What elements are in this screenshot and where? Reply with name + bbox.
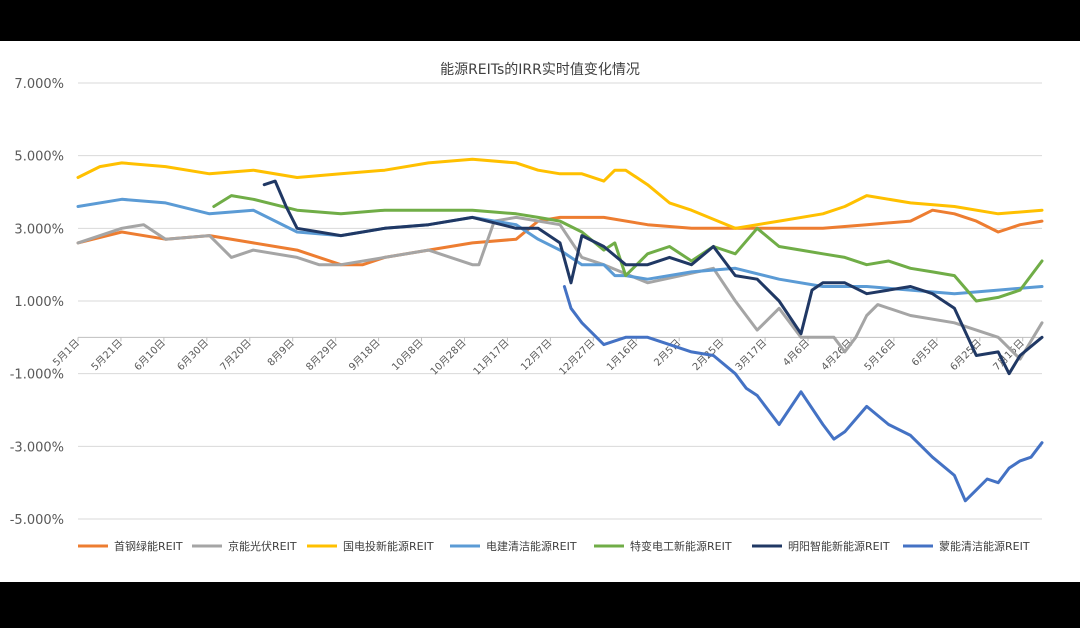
legend-label: 蒙能清洁能源REIT [939,539,1030,553]
y-tick-label: -5.000% [10,513,64,528]
legend-label: 明阳智能新能源REIT [788,539,890,553]
series-line [76,208,1044,267]
y-tick-label: 3.000% [14,222,64,237]
y-tick-label: -1.000% [10,368,64,383]
series-line [262,179,1044,376]
y-tick-label: 5.000% [14,150,64,165]
y-tick-label: 1.000% [14,295,64,310]
legend-label: 国电投新能源REIT [343,539,434,553]
x-tick-label: 10月28日 [428,337,469,378]
x-tick-label: 6月5日 [909,337,941,369]
series-line [212,194,1044,303]
y-tick-label: -3.000% [10,440,64,455]
y-axis-ticks: 7.000% 5.000% 3.000% 1.000% -1.000% -3.000% -5… [10,77,64,528]
x-tick-label: 8月29日 [304,337,340,373]
legend-label: 电建清洁能源REIT [486,539,577,553]
x-tick-label: 11月17日 [471,337,512,378]
x-tick-label: 5月1日 [50,337,82,369]
series-line [76,157,1044,230]
x-tick-label: 12月7日 [518,337,554,373]
x-tick-label: 6月30日 [175,337,211,373]
series-lines [76,157,1044,503]
y-tick-label: 7.000% [14,77,64,92]
chart-panel: 能源REITs的IRR实时值变化情况 7.000% 5.000% 3.000% 1.0… [0,41,1080,582]
x-tick-label: 12月27日 [557,337,598,378]
gridlines [78,82,1042,520]
x-tick-label: 5月16日 [862,337,898,373]
x-tick-label: 3月17日 [733,337,769,373]
x-tick-label: 10月8日 [390,337,426,373]
legend-label: 京能光伏REIT [228,539,297,553]
x-tick-label: 6月10日 [132,337,168,373]
x-tick-label: 4月6日 [781,337,813,369]
legend: 首钢绿能REIT 京能光伏REIT 国电投新能源REIT 电建清洁能源REIT 特变电工… [78,539,1030,553]
series-line [562,285,1044,503]
legend-label: 首钢绿能REIT [114,539,183,553]
series-line [76,215,1044,361]
line-chart: 能源REITs的IRR实时值变化情况 7.000% 5.000% 3.000% 1.0… [10,62,1044,553]
legend-label: 特变电工新能源REIT [630,539,732,553]
x-tick-label: 5月21日 [89,337,125,373]
chart-title: 能源REITs的IRR实时值变化情况 [440,62,640,78]
x-tick-label: 8月9日 [265,337,297,369]
x-tick-label: 7月20日 [218,337,254,373]
x-axis-ticks: 5月1日 5月21日 6月10日 6月30日 7月20日 8月9日 8月29日 9月18日 10… [50,336,1042,378]
x-tick-label: 9月18日 [347,337,383,373]
